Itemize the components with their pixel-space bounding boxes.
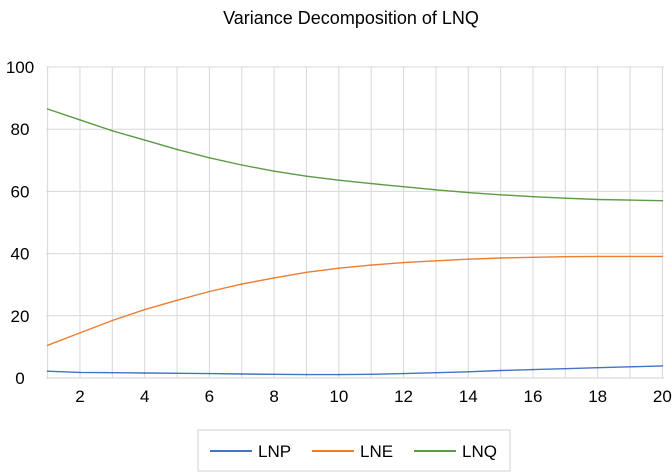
legend: LNP LNE LNQ (197, 429, 511, 472)
data-point-lnq (111, 130, 114, 132)
data-point-lnq (176, 148, 178, 151)
chart-title: Variance Decomposition of LNQ (223, 8, 479, 28)
data-point-lne (273, 277, 275, 279)
data-point-lne (46, 344, 49, 347)
series-line-lne (47, 255, 663, 346)
y-tick-label: 60 (11, 182, 30, 201)
series-lines (46, 108, 664, 376)
data-point-lnq (370, 182, 373, 185)
data-point-lnp (661, 365, 664, 367)
data-point-lnp (46, 370, 49, 373)
data-point-lne (208, 290, 211, 293)
data-point-lnq (79, 119, 81, 121)
grid (46, 66, 664, 378)
data-point-lnp (111, 371, 114, 374)
x-tick-label: 8 (269, 387, 278, 406)
x-tick-label: 6 (205, 387, 214, 406)
data-point-lne (338, 267, 340, 270)
data-point-lnp (532, 368, 534, 371)
data-point-lne (143, 308, 146, 311)
x-tick-label: 2 (75, 387, 84, 406)
series-line-lnq (47, 108, 663, 202)
data-point-lne (661, 255, 664, 258)
data-point-lnq (402, 185, 405, 188)
y-tick-label: 40 (11, 245, 30, 264)
y-tick-label: 80 (11, 120, 30, 139)
data-point-lne (499, 257, 502, 259)
data-point-lnp (143, 372, 146, 374)
data-point-lne (435, 260, 437, 262)
data-point-lne (629, 255, 631, 258)
data-point-lne (305, 271, 308, 274)
data-point-lnq (661, 199, 664, 202)
data-point-lne (467, 258, 470, 261)
data-point-lnq (596, 198, 599, 201)
data-point-lnp (370, 373, 373, 376)
legend-label-lne: LNE (360, 442, 393, 461)
data-point-lnq (208, 157, 211, 159)
axes: 0 20 40 60 80 100 2 4 6 8 10 12 14 16 18 20 (6, 58, 672, 406)
x-tick-label: 20 (653, 387, 672, 406)
data-point-lne (402, 261, 405, 264)
data-point-lnp (305, 373, 308, 376)
data-point-lne (79, 332, 81, 334)
data-point-lnq (273, 170, 275, 172)
data-point-lne (532, 256, 534, 259)
y-tick-label: 20 (11, 307, 30, 326)
data-point-lnp (176, 372, 178, 375)
data-point-lnq (629, 199, 631, 201)
x-tick-label: 4 (140, 387, 149, 406)
data-point-lnp (241, 373, 243, 375)
data-point-lnq (435, 189, 437, 191)
data-point-lnq (532, 195, 534, 198)
x-tick-label: 14 (459, 387, 478, 406)
data-point-lnq (241, 164, 243, 166)
data-point-lnq (46, 108, 49, 110)
data-point-lne (596, 255, 599, 258)
x-tick-label: 18 (588, 387, 607, 406)
data-point-lnq (143, 139, 146, 141)
x-tick-label: 16 (523, 387, 542, 406)
data-point-lnp (467, 371, 470, 373)
data-point-lnp (629, 366, 631, 368)
data-point-lnq (305, 175, 308, 177)
y-tick-label: 0 (15, 369, 24, 388)
data-point-lnq (338, 179, 340, 181)
data-point-lnp (79, 371, 81, 374)
data-point-lnp (338, 373, 340, 376)
y-tick-label: 100 (6, 58, 34, 77)
data-point-lne (370, 264, 373, 266)
data-point-lnp (564, 367, 567, 370)
legend-label-lnq: LNQ (462, 442, 497, 461)
x-tick-label: 12 (394, 387, 413, 406)
data-point-lnp (435, 371, 437, 374)
data-point-lnq (467, 191, 470, 194)
data-point-lnp (596, 366, 599, 369)
x-tick-label: 10 (329, 387, 348, 406)
data-point-lne (176, 299, 178, 302)
data-point-lnp (402, 372, 405, 375)
data-point-lnp (499, 369, 502, 372)
data-point-lne (564, 255, 567, 258)
data-point-lne (241, 283, 243, 285)
data-point-lnp (273, 373, 275, 376)
data-point-lnq (499, 194, 502, 196)
data-point-lne (111, 319, 114, 322)
data-point-lnp (208, 372, 211, 375)
data-point-lnq (564, 197, 567, 199)
series-line-lnp (47, 365, 663, 376)
legend-label-lnp: LNP (258, 442, 291, 461)
